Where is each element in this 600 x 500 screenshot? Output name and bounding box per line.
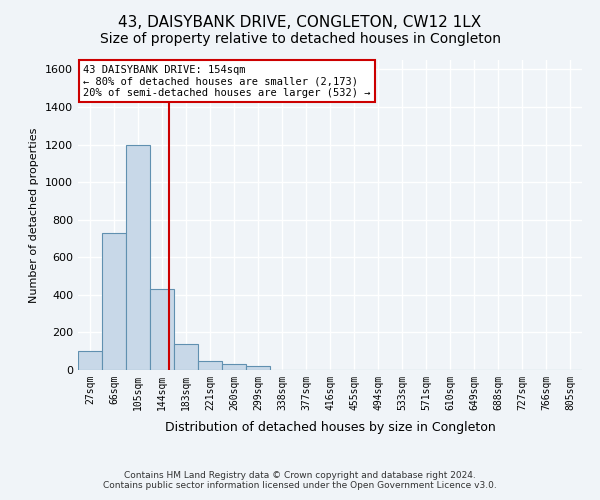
Text: Size of property relative to detached houses in Congleton: Size of property relative to detached ho… (100, 32, 500, 46)
Bar (126, 144, 150, 370)
Bar (150, 289, 174, 370)
Bar (102, 233, 126, 370)
X-axis label: Distribution of detached houses by size in Congleton: Distribution of detached houses by size … (164, 421, 496, 434)
Bar (174, 344, 198, 370)
Y-axis label: Number of detached properties: Number of detached properties (29, 128, 40, 302)
Bar (198, 360, 222, 370)
Text: 43, DAISYBANK DRIVE, CONGLETON, CW12 1LX: 43, DAISYBANK DRIVE, CONGLETON, CW12 1LX (118, 15, 482, 30)
Text: 43 DAISYBANK DRIVE: 154sqm
← 80% of detached houses are smaller (2,173)
20% of s: 43 DAISYBANK DRIVE: 154sqm ← 80% of deta… (83, 64, 371, 98)
Bar (222, 364, 246, 370)
Bar (246, 366, 270, 370)
Bar (78, 351, 102, 370)
Text: Contains HM Land Registry data © Crown copyright and database right 2024.
Contai: Contains HM Land Registry data © Crown c… (103, 470, 497, 490)
